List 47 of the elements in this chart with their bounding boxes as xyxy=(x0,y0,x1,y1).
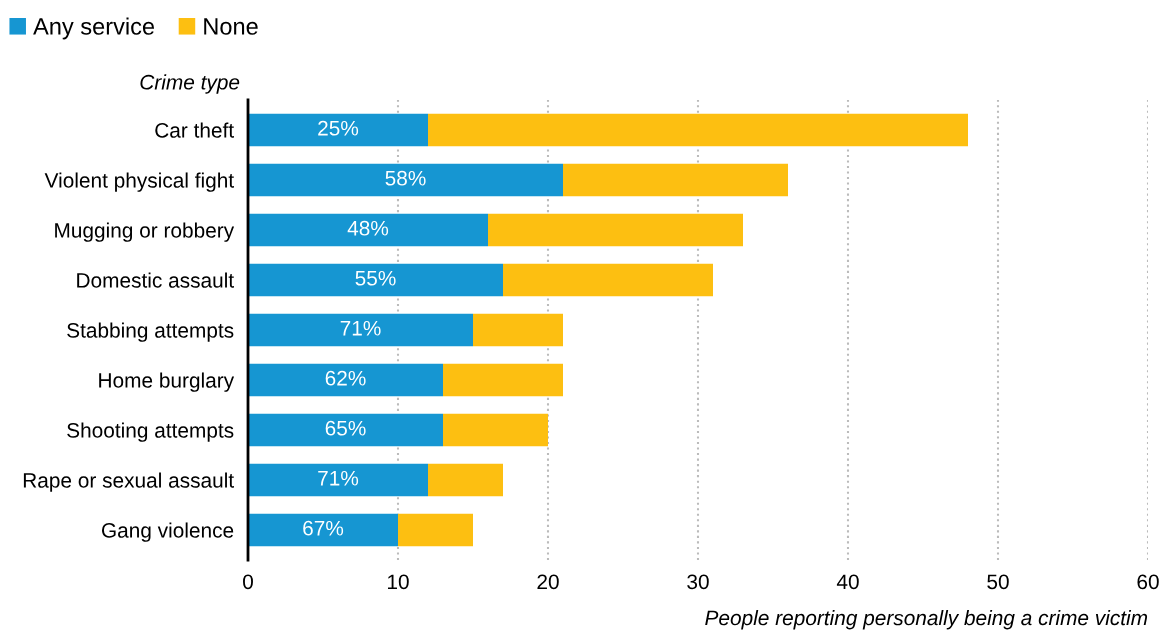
bar xyxy=(443,363,563,397)
y-tick-label: Rape or sexual assault xyxy=(23,472,234,492)
bar xyxy=(248,113,428,147)
bar xyxy=(248,163,563,197)
bar xyxy=(248,263,503,297)
x-axis-title: People reporting personally being a crime victim xyxy=(705,609,1148,630)
bar xyxy=(443,413,548,447)
y-tick-label: Mugging or robbery xyxy=(55,222,235,242)
annotation: 25% xyxy=(318,120,359,136)
y-tick-label: Domestic assault xyxy=(77,272,234,288)
x-tick-label: 30 xyxy=(687,574,709,590)
annotation: 62% xyxy=(325,370,366,386)
x-tick-label: 20 xyxy=(537,574,559,590)
annotation: 71% xyxy=(318,470,359,486)
y-tick-label: Car theft xyxy=(155,122,234,138)
bar xyxy=(248,363,443,397)
annotation: 58% xyxy=(385,170,426,186)
bar xyxy=(248,213,488,247)
y-tick-label: Gang violence xyxy=(101,522,234,542)
x-tick-label: 60 xyxy=(1137,574,1159,590)
bar xyxy=(248,463,428,497)
y-tick-label: Stabbing attempts xyxy=(67,322,234,342)
x-tick-label: 10 xyxy=(388,574,409,590)
bar xyxy=(248,313,473,347)
bar xyxy=(398,513,473,547)
x-tick-label: 40 xyxy=(836,574,859,590)
y-tick-label: Home burglary xyxy=(99,372,235,392)
annotation: 71% xyxy=(340,320,381,336)
y-tick-label: Violent physical fight xyxy=(44,172,234,192)
x-tick-label: 50 xyxy=(987,574,1009,590)
annotation: 67% xyxy=(303,520,344,536)
bar xyxy=(473,313,563,347)
x-tick-label: 0 xyxy=(243,574,253,590)
bar xyxy=(488,213,743,247)
bar xyxy=(428,113,968,147)
y-tick-label: Shooting attempts xyxy=(67,422,234,442)
legend-label: Any service xyxy=(33,17,155,40)
annotation: 65% xyxy=(325,420,366,436)
bar xyxy=(248,413,443,447)
annotation: 55% xyxy=(355,270,396,286)
annotation: 48% xyxy=(347,220,389,236)
bar xyxy=(503,263,713,297)
y-axis-title: Crime type xyxy=(140,74,240,94)
legend-label: None xyxy=(204,18,258,35)
bar xyxy=(428,463,503,497)
bar xyxy=(563,163,788,197)
bar xyxy=(248,513,398,547)
